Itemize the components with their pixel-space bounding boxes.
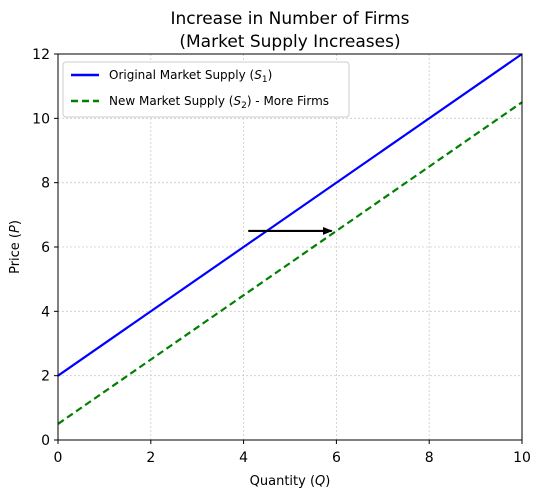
x-tick-label: 8 [425, 450, 434, 466]
y-tick-label: 2 [41, 369, 50, 385]
x-tick-label: 6 [332, 450, 341, 466]
y-axis-ticks: 0 2 4 6 8 10 12 [32, 47, 58, 449]
x-axis-label: Quantity (Q) [250, 474, 331, 489]
x-tick-label: 4 [239, 450, 248, 466]
chart-title-line2: (Market Supply Increases) [179, 32, 400, 52]
series-line-new-supply [57, 101, 523, 425]
y-tick-label: 6 [41, 240, 50, 256]
x-axis-ticks: 0 2 4 6 8 10 [54, 440, 531, 466]
legend-box [62, 61, 350, 118]
y-tick-label: 0 [41, 433, 50, 449]
x-tick-label: 10 [513, 450, 531, 466]
legend-label-original-supply: Original Market Supply (S1) [109, 68, 272, 85]
y-tick-label: 8 [41, 176, 50, 192]
legend: Original Market Supply (S1) New Market S… [62, 61, 350, 118]
legend-label-new-supply: New Market Supply (S2) - More Firms [109, 94, 329, 111]
y-tick-label: 12 [32, 47, 50, 63]
y-tick-label: 10 [32, 111, 50, 127]
x-tick-label: 2 [146, 450, 155, 466]
x-tick-label: 0 [54, 450, 63, 466]
y-tick-label: 4 [41, 304, 50, 320]
y-axis-label: Price (P) [8, 220, 23, 274]
series-line-original-supply [57, 53, 523, 377]
series-lines [57, 53, 523, 425]
chart-title-line1: Increase in Number of Firms [170, 9, 409, 29]
